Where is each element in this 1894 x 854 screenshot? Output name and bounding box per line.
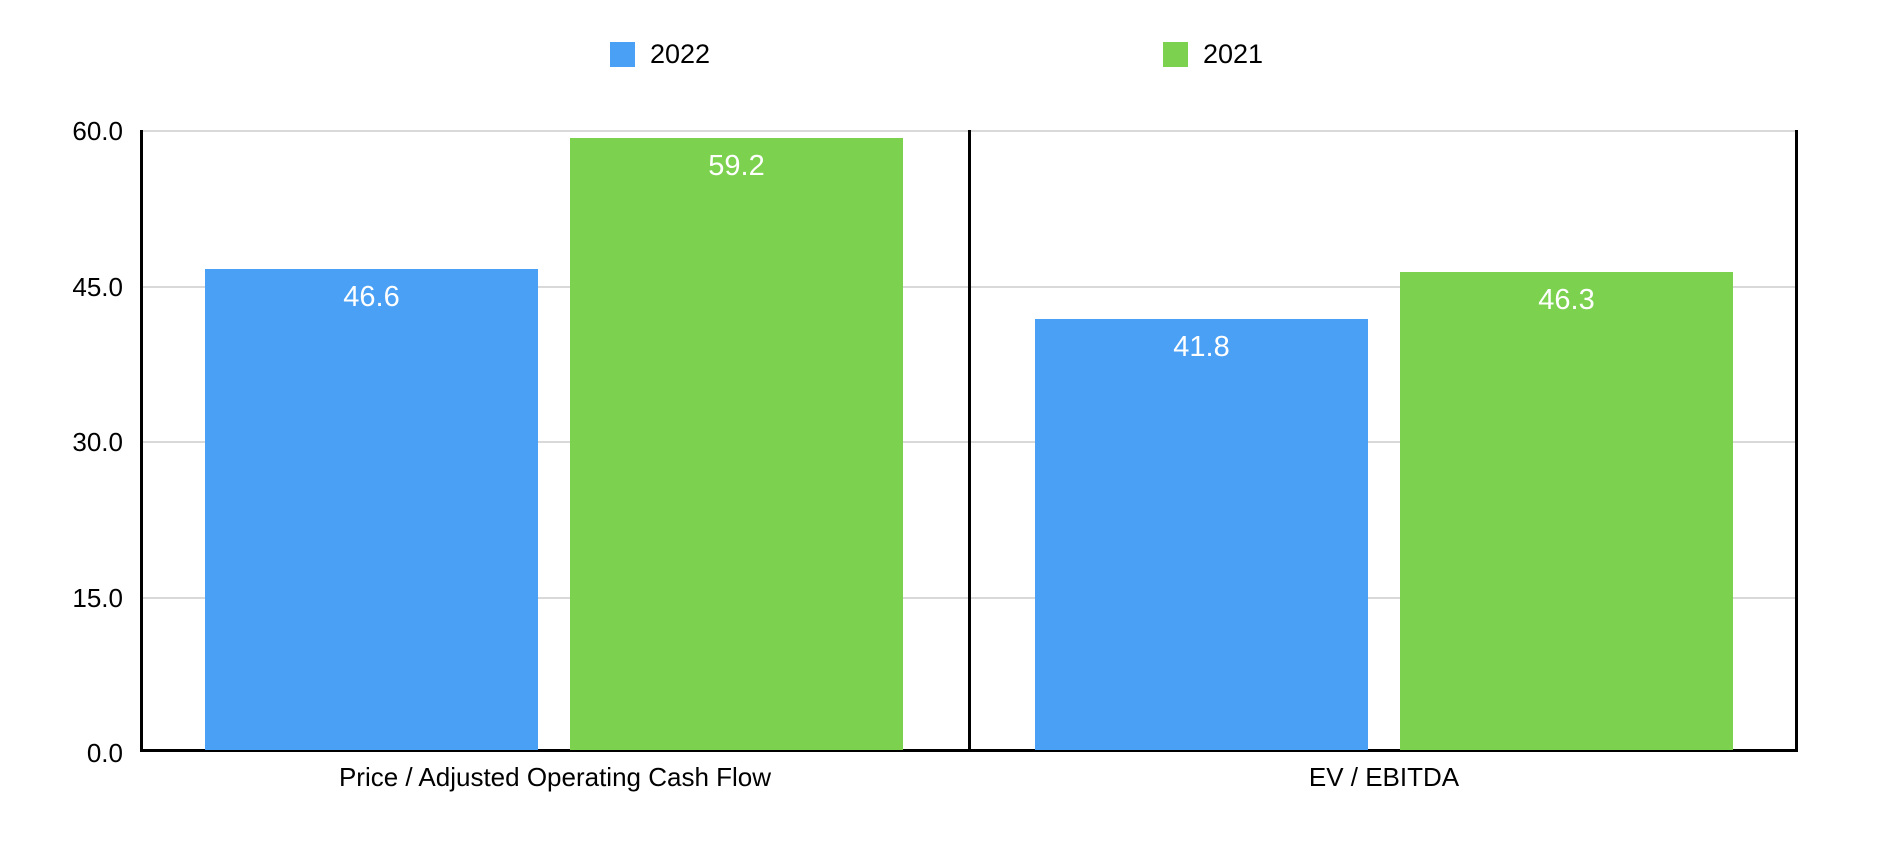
bar-value-label: 41.8 [1173,331,1230,363]
legend-swatch-2021-icon [1163,42,1188,67]
legend-label-2021: 2021 [1203,39,1264,69]
legend-swatch-2022-icon [610,42,635,67]
bar-2022-category-0[interactable]: 46.6 [205,269,538,750]
bar-2021-category-0[interactable]: 59.2 [570,138,903,750]
plot-area: 46.6 59.2 41.8 46.3 [140,130,1798,752]
y-tick-label-15.0: 15.0 [72,583,123,613]
category-label-1: EV / EBITDA [1308,762,1460,792]
legend-item-2022[interactable]: 2022 [610,39,711,69]
panel-divider [968,130,971,752]
category-label-0: Price / Adjusted Operating Cash Flow [338,762,772,792]
y-tick-label-0.0: 0.0 [86,738,123,768]
bar-value-label: 59.2 [708,150,765,182]
y-tick-label-45.0: 45.0 [72,272,123,302]
axis-right [1795,130,1798,752]
bar-value-label: 46.3 [1538,284,1595,316]
axis-left [140,130,143,752]
bar-value-label: 46.6 [343,281,400,313]
legend-item-2021[interactable]: 2021 [1163,39,1264,69]
y-tick-label-60.0: 60.0 [72,116,123,146]
bar-2022-category-1[interactable]: 41.8 [1035,319,1368,750]
bar-2021-category-1[interactable]: 46.3 [1400,272,1733,750]
y-tick-label-30.0: 30.0 [72,427,123,457]
legend-label-2022: 2022 [650,39,711,69]
axis-baseline [140,749,1798,752]
